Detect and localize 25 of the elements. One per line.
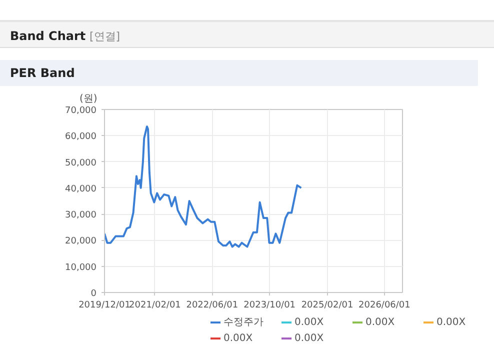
x-tick-label: 2022/06/01 xyxy=(186,300,238,310)
x-tick-label: 2021/02/01 xyxy=(129,300,181,310)
y-tick-label: 30,000 xyxy=(65,210,97,221)
line-series xyxy=(104,125,302,248)
text: [연결] xyxy=(89,30,120,43)
x-tick-label: 2025/02/01 xyxy=(301,300,354,310)
y-tick-label: 0 xyxy=(90,289,97,299)
y-axis-title: (원) xyxy=(80,94,98,104)
y-tick-label: 40,000 xyxy=(65,184,97,194)
x-tick-label: 2023/10/01 xyxy=(244,300,296,310)
text: Band Chart xyxy=(10,29,86,43)
x-tick-label: 2019/12/01 xyxy=(78,300,130,310)
y-tick-label: 70,000 xyxy=(65,106,97,116)
legend-label: 수정주가 xyxy=(224,317,264,328)
legend-label: 0.00X xyxy=(366,317,395,328)
legend-label: 0.00X xyxy=(224,333,253,344)
legend-label: 0.00X xyxy=(294,317,324,328)
y-tick-label: 60,000 xyxy=(65,132,97,142)
chart-title: PER Band xyxy=(10,66,75,80)
y-tick-label: 50,000 xyxy=(65,158,97,168)
y-tick-label: 20,000 xyxy=(65,236,97,247)
legend-label: 0.00X xyxy=(436,317,466,328)
legend-label: 0.00X xyxy=(294,333,324,344)
y-tick-label: 10,000 xyxy=(65,262,97,273)
x-tick-label: 2026/06/01 xyxy=(358,300,410,310)
